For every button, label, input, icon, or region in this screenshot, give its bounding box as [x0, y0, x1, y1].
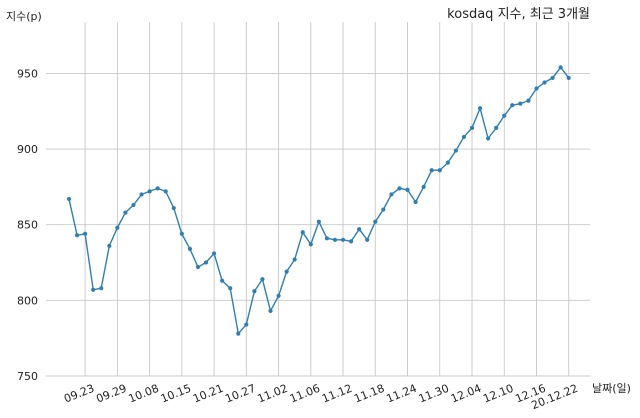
data-point — [107, 243, 112, 248]
data-point — [389, 192, 394, 197]
x-tick-label: 12.04 — [449, 382, 483, 406]
data-point — [324, 236, 330, 241]
data-point — [365, 237, 370, 242]
data-point — [83, 231, 88, 236]
data-point — [99, 286, 104, 291]
data-point — [469, 125, 475, 130]
data-point — [340, 237, 346, 242]
x-axis-ticks: 09.2309.2910.0810.1510.2110.2711.0211.06… — [62, 382, 580, 412]
data-point — [268, 308, 273, 314]
data-point — [284, 269, 289, 274]
data-point — [437, 168, 442, 173]
x-tick-label: 11.30 — [417, 382, 451, 406]
y-axis-label: 지수(p) — [6, 10, 42, 23]
data-point — [203, 260, 209, 265]
data-point — [300, 230, 305, 235]
data-point — [66, 196, 72, 202]
data-point — [244, 322, 249, 327]
data-point — [131, 202, 136, 208]
data-point — [236, 331, 241, 336]
data-point — [179, 231, 184, 236]
x-tick-label: 11.12 — [320, 382, 354, 406]
y-tick-label: 850 — [17, 219, 38, 232]
series-line — [68, 66, 570, 336]
chart-title: kosdaq 지수, 최근 3개월 — [447, 7, 590, 22]
data-point — [550, 75, 555, 81]
x-tick-label: 11.02 — [256, 382, 290, 406]
data-point — [397, 186, 402, 191]
x-tick-label: 10.15 — [159, 382, 193, 406]
data-point — [260, 277, 265, 282]
x-tick-label: 11.06 — [288, 382, 322, 406]
data-point — [526, 98, 531, 103]
data-point — [510, 103, 515, 108]
y-tick-label: 750 — [17, 370, 38, 383]
data-point — [486, 136, 491, 141]
data-point — [421, 184, 426, 189]
data-point — [163, 189, 168, 194]
data-point — [534, 86, 539, 91]
data-points — [66, 65, 571, 336]
data-point — [171, 205, 176, 211]
data-point — [276, 293, 281, 298]
data-point — [566, 75, 571, 81]
data-point — [332, 237, 338, 242]
data-point — [316, 219, 321, 224]
x-tick-label: 11.24 — [385, 382, 419, 406]
x-tick-label: 12.10 — [481, 382, 515, 406]
x-tick-label: 09.23 — [62, 382, 96, 406]
data-point — [308, 242, 313, 247]
x-axis-label: 날짜(일) — [592, 381, 631, 395]
data-point — [502, 113, 507, 118]
data-point — [123, 210, 128, 215]
x-tick-label: 10.08 — [127, 382, 161, 406]
data-point — [558, 65, 563, 70]
y-tick-label: 950 — [17, 67, 38, 80]
data-point — [373, 219, 378, 224]
data-point — [477, 106, 483, 111]
data-point — [453, 148, 458, 153]
data-point — [147, 189, 152, 194]
data-point — [187, 246, 192, 252]
y-axis-ticks: 750 800 850 900 950 — [17, 67, 38, 383]
x-tick-label: 10.27 — [223, 382, 257, 406]
data-point — [461, 134, 467, 140]
data-point — [518, 101, 523, 106]
data-point — [445, 160, 450, 165]
data-point — [292, 257, 297, 262]
data-point — [429, 168, 434, 173]
data-point — [220, 278, 225, 283]
data-point — [155, 186, 160, 191]
x-tick-label: 10.21 — [191, 382, 225, 406]
data-point — [91, 287, 96, 292]
x-tick-label: 11.18 — [352, 382, 386, 406]
data-point — [405, 187, 410, 192]
x-tick-label: 09.29 — [94, 382, 128, 406]
data-point — [74, 233, 80, 238]
data-point — [139, 192, 144, 197]
data-point — [195, 264, 201, 270]
data-point — [381, 207, 386, 212]
data-point — [357, 227, 362, 232]
data-point — [228, 286, 233, 291]
data-point — [252, 289, 257, 294]
data-point — [211, 251, 217, 256]
data-point — [115, 225, 120, 230]
data-point — [413, 199, 418, 205]
y-tick-label: 900 — [17, 143, 38, 156]
data-point — [494, 125, 499, 130]
grid-lines — [46, 22, 590, 377]
data-point — [349, 239, 354, 244]
data-point — [542, 80, 547, 85]
y-tick-label: 800 — [17, 294, 38, 307]
